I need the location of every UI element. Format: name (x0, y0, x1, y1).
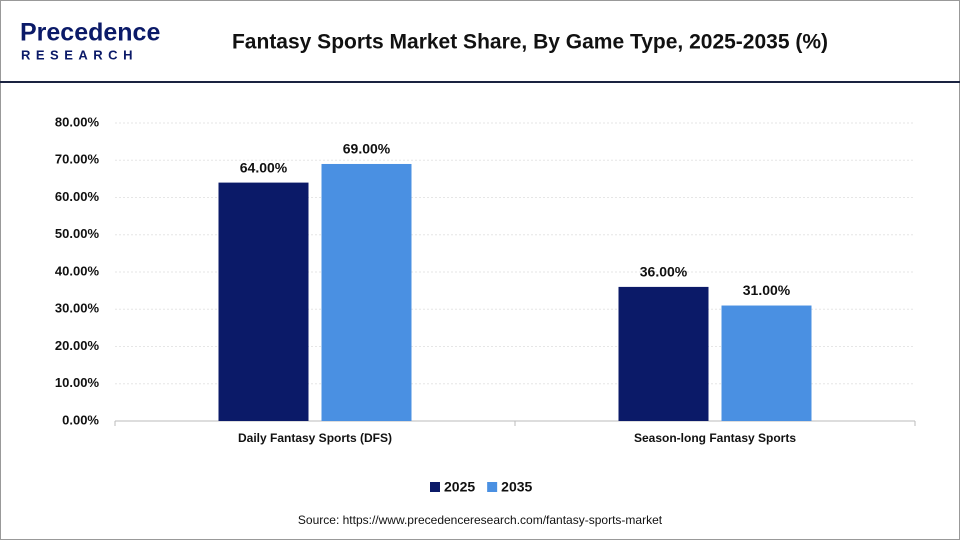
data-label: 31.00% (743, 282, 791, 298)
y-tick-label: 30.00% (55, 301, 100, 316)
y-tick-label: 10.00% (55, 375, 100, 390)
y-tick-label: 70.00% (55, 152, 100, 167)
legend-swatch (487, 482, 498, 492)
data-label: 64.00% (240, 159, 288, 175)
logo-tagline: RESEARCH (21, 47, 138, 62)
x-tick-label: Season-long Fantasy Sports (634, 431, 796, 445)
legend-label: 2035 (501, 479, 532, 495)
bar (218, 182, 309, 421)
source: Source: https://www.precedenceresearch.c… (298, 513, 663, 527)
y-tick-label: 60.00% (55, 189, 100, 204)
chart-title: Fantasy Sports Market Share, By Game Typ… (232, 31, 828, 54)
bar (618, 286, 709, 421)
y-tick-label: 0.00% (62, 412, 99, 427)
data-label: 36.00% (640, 264, 688, 280)
bar (321, 163, 412, 421)
y-tick-label: 40.00% (55, 263, 100, 278)
y-tick-label: 50.00% (55, 226, 100, 241)
legend-swatch (430, 482, 440, 492)
bar (721, 305, 812, 421)
y-tick-label: 20.00% (55, 338, 100, 353)
y-tick-label: 80.00% (55, 114, 100, 129)
logo-name: Precedence (20, 19, 160, 47)
x-tick-label: Daily Fantasy Sports (DFS) (238, 431, 392, 445)
legend-label: 2025 (444, 479, 475, 495)
data-label: 69.00% (343, 141, 391, 157)
